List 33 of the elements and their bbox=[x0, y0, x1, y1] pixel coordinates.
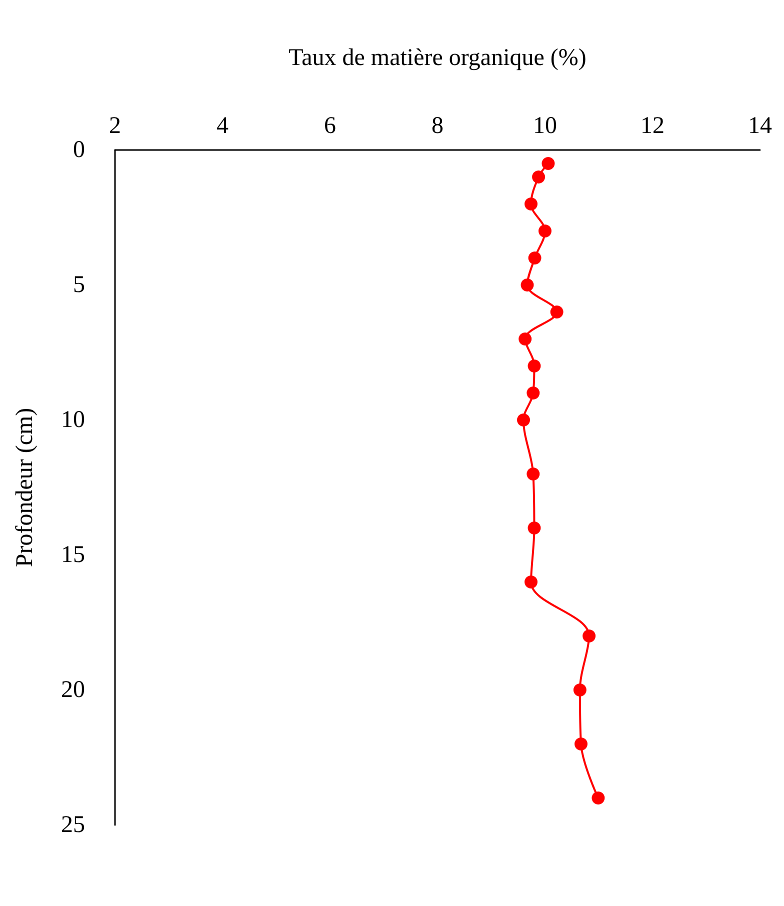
x-axis-title: Taux de matière organique (%) bbox=[288, 45, 586, 71]
point bbox=[528, 252, 542, 264]
x-tick-label: 2 bbox=[109, 113, 121, 139]
point bbox=[528, 360, 541, 372]
x-tick-label: 8 bbox=[432, 113, 444, 139]
point bbox=[526, 386, 540, 400]
x-tick-label: 12 bbox=[640, 113, 664, 139]
point bbox=[592, 792, 605, 804]
y-tick-label: 0 bbox=[73, 137, 85, 163]
point bbox=[528, 522, 541, 534]
x-tick-label: 14 bbox=[748, 113, 772, 139]
y-tick-label: 15 bbox=[61, 542, 85, 568]
point bbox=[582, 630, 596, 642]
y-axis-title: Profondeur (cm) bbox=[12, 408, 38, 568]
y-tick-label: 20 bbox=[61, 677, 85, 703]
point bbox=[524, 198, 538, 210]
point bbox=[574, 738, 588, 750]
y-tick-label: 10 bbox=[61, 407, 85, 433]
y-tick-label: 25 bbox=[61, 812, 85, 838]
point bbox=[550, 306, 564, 318]
x-tick-label: 6 bbox=[324, 113, 336, 139]
point bbox=[538, 224, 552, 238]
point bbox=[573, 684, 586, 696]
point bbox=[524, 576, 538, 588]
y-tick-label: 5 bbox=[73, 272, 85, 298]
point bbox=[518, 332, 532, 346]
x-tick-label: 4 bbox=[216, 113, 228, 139]
point bbox=[526, 468, 540, 480]
point bbox=[517, 414, 530, 426]
point bbox=[532, 170, 546, 184]
point bbox=[542, 157, 555, 170]
x-tick-label: 10 bbox=[533, 113, 557, 139]
point bbox=[520, 278, 534, 292]
